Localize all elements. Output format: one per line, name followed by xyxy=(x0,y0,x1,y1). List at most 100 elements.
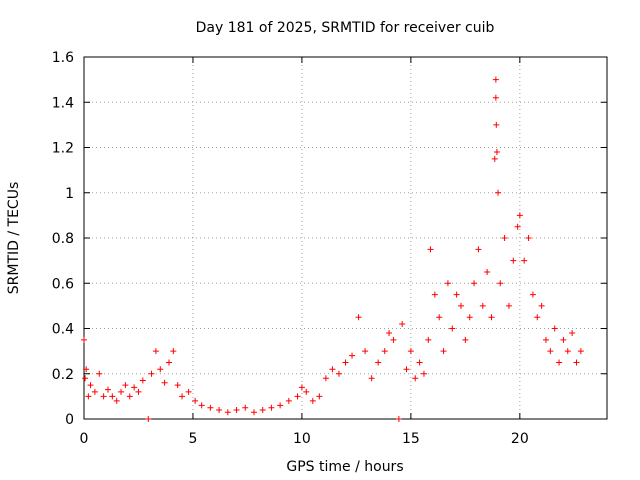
data-point xyxy=(242,404,249,411)
data-point xyxy=(268,404,275,411)
data-point xyxy=(109,393,116,400)
data-point xyxy=(329,366,336,373)
data-point xyxy=(497,280,504,287)
data-point xyxy=(403,366,410,373)
data-point xyxy=(259,406,266,413)
data-point xyxy=(294,393,301,400)
y-tick-label: 0 xyxy=(65,412,74,428)
data-point xyxy=(342,359,349,366)
marks-layer xyxy=(81,76,584,422)
data-point xyxy=(479,302,486,309)
x-tick-label: 15 xyxy=(402,431,420,447)
y-tick-label: 0.8 xyxy=(52,231,74,247)
data-point xyxy=(564,348,571,355)
data-point xyxy=(399,320,406,327)
data-point xyxy=(316,393,323,400)
data-point xyxy=(250,409,257,416)
x-axis-label: GPS time / hours xyxy=(286,459,403,475)
data-point xyxy=(449,325,456,332)
data-point xyxy=(534,314,541,321)
data-point xyxy=(488,314,495,321)
data-point xyxy=(131,384,138,391)
data-point xyxy=(436,314,443,321)
data-point xyxy=(444,280,451,287)
data-point xyxy=(126,393,133,400)
data-point xyxy=(573,359,580,366)
data-point xyxy=(135,388,142,395)
x-tick-label: 10 xyxy=(293,431,311,447)
y-tick-label: 1 xyxy=(65,186,74,202)
data-point xyxy=(440,348,447,355)
y-tick-label: 0.2 xyxy=(52,367,74,383)
data-point xyxy=(521,257,528,264)
data-point xyxy=(322,375,329,382)
data-point xyxy=(82,375,89,382)
data-point xyxy=(185,388,192,395)
data-point xyxy=(179,393,186,400)
data-point xyxy=(516,212,523,219)
data-point xyxy=(335,370,342,377)
data-point xyxy=(91,388,98,395)
data-point xyxy=(493,121,500,128)
data-point xyxy=(556,359,563,366)
data-point xyxy=(198,402,205,409)
data-point xyxy=(375,359,382,366)
ticks-layer: 0 0.2 0.4 0.6 0.8 1 1.2 1.4 1.6 0 5 10 15 20 xyxy=(52,50,607,447)
data-point xyxy=(425,336,432,343)
data-point xyxy=(492,94,499,101)
data-point xyxy=(309,397,316,404)
grid-layer xyxy=(84,57,607,419)
data-point xyxy=(298,384,305,391)
data-point xyxy=(416,359,423,366)
data-point xyxy=(207,404,214,411)
data-point xyxy=(484,268,491,275)
data-point xyxy=(152,348,159,355)
data-point xyxy=(495,189,502,196)
y-tick-label: 1.6 xyxy=(52,50,74,66)
data-point xyxy=(529,291,536,298)
data-point xyxy=(355,314,362,321)
data-point xyxy=(475,246,482,253)
data-point xyxy=(577,348,584,355)
data-point xyxy=(407,348,414,355)
data-point xyxy=(145,416,152,422)
data-point xyxy=(542,336,549,343)
data-point xyxy=(118,388,125,395)
data-point xyxy=(493,149,500,156)
data-point xyxy=(165,359,172,366)
data-point xyxy=(303,388,310,395)
data-point xyxy=(538,302,545,309)
data-point xyxy=(457,302,464,309)
data-point xyxy=(122,382,129,389)
data-point xyxy=(139,377,146,384)
data-point xyxy=(453,291,460,298)
data-point xyxy=(491,155,498,162)
data-point xyxy=(395,416,402,422)
data-point xyxy=(104,386,111,393)
data-point xyxy=(505,302,512,309)
data-point xyxy=(100,393,107,400)
data-point xyxy=(277,402,284,409)
data-point xyxy=(83,366,90,373)
data-point xyxy=(87,382,94,389)
y-tick-label: 0.4 xyxy=(52,322,74,338)
data-point xyxy=(216,406,223,413)
data-point xyxy=(514,223,521,230)
data-point xyxy=(233,406,240,413)
data-point xyxy=(362,348,369,355)
data-point xyxy=(113,397,120,404)
data-point xyxy=(560,336,567,343)
data-point xyxy=(96,370,103,377)
data-point xyxy=(148,370,155,377)
y-tick-label: 1.2 xyxy=(52,141,74,157)
x-tick-label: 20 xyxy=(511,431,529,447)
data-point xyxy=(569,330,576,337)
data-point xyxy=(551,325,558,332)
data-point xyxy=(368,375,375,382)
data-point xyxy=(462,336,469,343)
data-point xyxy=(386,330,393,337)
data-point xyxy=(174,382,181,389)
x-tick-label: 0 xyxy=(80,431,89,447)
data-point xyxy=(547,348,554,355)
